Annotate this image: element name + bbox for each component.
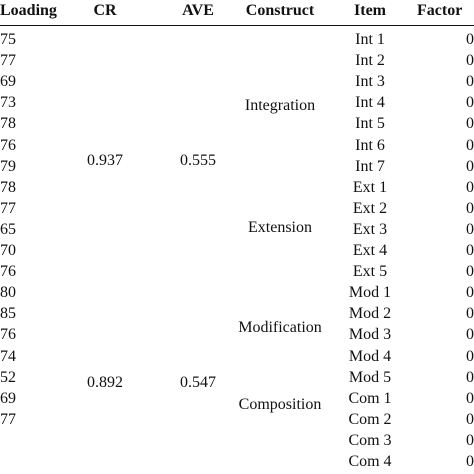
item-cell: Mod 4 — [348, 347, 392, 365]
loading-cell: 52 — [0, 368, 16, 386]
factor-cell: 0 — [466, 199, 474, 217]
factor-cell: 0 — [466, 178, 474, 196]
factor-cell: 0 — [466, 453, 474, 470]
factor-cell: 0 — [466, 368, 474, 386]
item-cell: Com 3 — [348, 431, 392, 449]
item-cell: Mod 3 — [348, 326, 392, 344]
ave-cell: 0.555 — [180, 152, 216, 169]
item-cell: Ext 4 — [352, 242, 388, 259]
factor-cell: 0 — [466, 326, 474, 344]
construct-cell: Integration — [244, 97, 316, 114]
column-header: Factor — [417, 2, 463, 19]
loading-cell: 77 — [0, 410, 16, 428]
item-cell: Int 3 — [355, 73, 385, 91]
item-cell: Mod 2 — [348, 305, 392, 323]
item-cell: Int 4 — [355, 94, 385, 112]
loading-cell: 79 — [0, 157, 16, 175]
item-cell: Int 2 — [355, 52, 385, 70]
item-cell: Int 6 — [355, 136, 385, 154]
construct-cell: Modification — [238, 319, 322, 336]
loading-cell: 65 — [0, 220, 16, 238]
column-header: Construct — [245, 2, 315, 19]
loading-cell: 75 — [0, 31, 16, 48]
column-header: AVE — [182, 2, 214, 19]
item-cell: Mod 5 — [348, 368, 392, 386]
header-rule — [0, 25, 474, 26]
factor-cell: 0 — [466, 115, 474, 133]
loading-cell: 77 — [0, 199, 16, 217]
factor-cell: 0 — [466, 242, 474, 259]
item-cell: Ext 3 — [352, 220, 388, 238]
construct-cell: Extension — [248, 219, 312, 236]
factor-cell: 0 — [466, 347, 474, 365]
cr-cell: 0.937 — [87, 152, 123, 169]
construct-cell: Composition — [238, 396, 322, 413]
column-header: CR — [93, 2, 117, 19]
loading-cell: 85 — [0, 305, 16, 323]
factor-cell: 0 — [466, 305, 474, 323]
factor-cell: 0 — [466, 389, 474, 407]
item-cell: Int 1 — [355, 31, 385, 48]
factor-cell: 0 — [466, 284, 474, 302]
item-cell: Ext 2 — [352, 199, 388, 217]
loading-cell: 78 — [0, 178, 16, 196]
item-cell: Int 5 — [355, 115, 385, 133]
factor-cell: 0 — [466, 410, 474, 428]
loading-cell: 77 — [0, 52, 16, 70]
item-cell: Ext 1 — [352, 178, 388, 196]
loading-cell: 76 — [0, 136, 16, 154]
factor-cell: 0 — [466, 94, 474, 112]
loading-cell: 69 — [0, 73, 16, 91]
factor-cell: 0 — [466, 73, 474, 91]
item-cell: Int 7 — [355, 157, 385, 175]
loading-cell: 70 — [0, 242, 16, 259]
loading-cell: 80 — [0, 284, 16, 302]
factor-cell: 0 — [466, 220, 474, 238]
column-header: Item — [354, 2, 386, 19]
loading-cell: 69 — [0, 389, 16, 407]
loading-cell: 78 — [0, 115, 16, 133]
factor-cell: 0 — [466, 263, 474, 281]
loading-cell: 73 — [0, 94, 16, 112]
item-cell: Ext 5 — [352, 263, 388, 281]
loading-cell: 76 — [0, 326, 16, 344]
factor-cell: 0 — [466, 431, 474, 449]
factor-cell: 0 — [466, 157, 474, 175]
factor-cell: 0 — [466, 136, 474, 154]
factor-cell: 0 — [466, 31, 474, 48]
factor-cell: 0 — [466, 52, 474, 70]
item-cell: Com 4 — [348, 453, 392, 470]
item-cell: Com 2 — [348, 410, 392, 428]
loading-cell: 74 — [0, 347, 16, 365]
item-cell: Com 1 — [348, 389, 392, 407]
loading-cell: 76 — [0, 263, 16, 281]
ave-cell: 0.547 — [180, 374, 216, 391]
column-header: Loading — [0, 2, 57, 19]
item-cell: Mod 1 — [348, 284, 392, 302]
cr-cell: 0.892 — [87, 374, 123, 391]
